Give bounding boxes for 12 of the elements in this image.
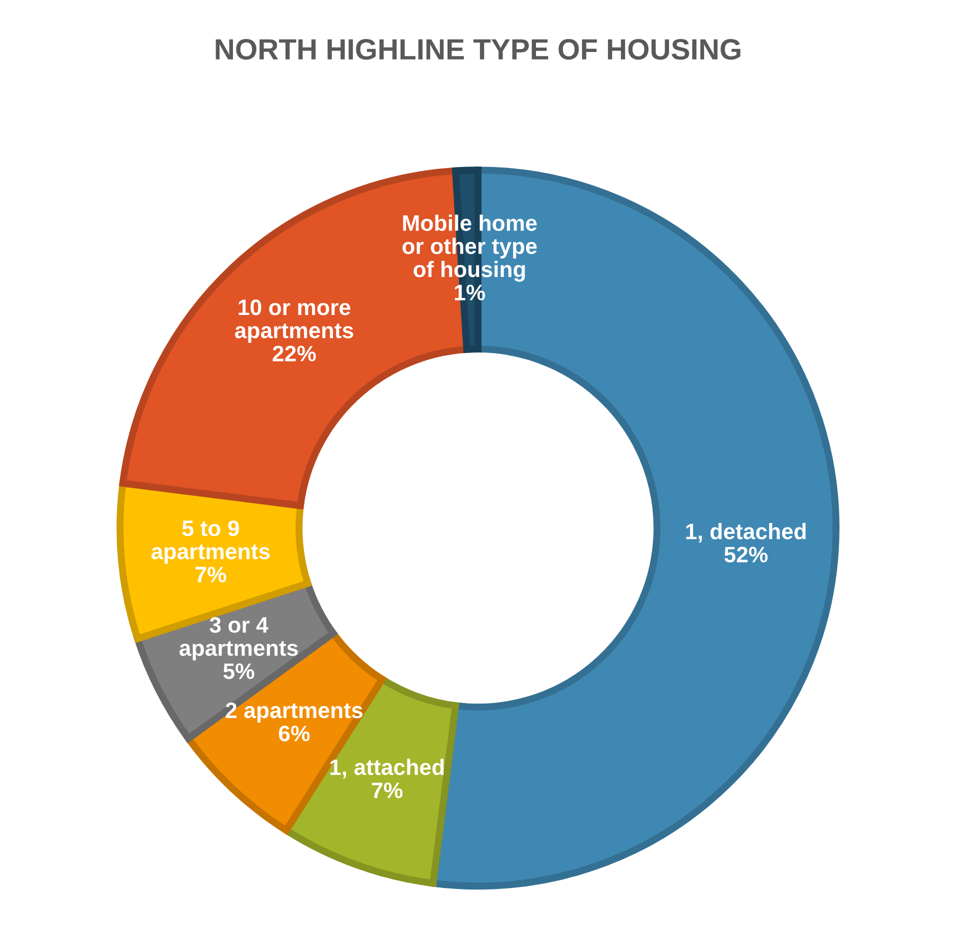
slice-label: 5 to 9 apartments <box>151 520 270 564</box>
data-label: 6% <box>278 726 310 742</box>
data-label: 5% <box>223 663 254 680</box>
data-label: 22% <box>272 346 316 362</box>
data-label: 52% <box>724 546 768 562</box>
slice-label: 3 or 4 apartments <box>180 617 298 660</box>
data-label: 7% <box>196 566 226 582</box>
slice-label: 10 or more apartments <box>234 299 354 343</box>
chart-title: NORTH HIGHLINE TYPE OF HOUSING <box>216 39 740 60</box>
slice-label: 1, attached <box>330 758 444 778</box>
slice-label: 1, detached <box>686 523 806 543</box>
data-label: 7% <box>372 782 403 798</box>
